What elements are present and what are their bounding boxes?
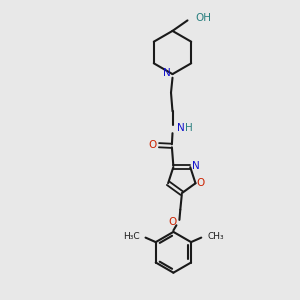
- Text: OH: OH: [196, 13, 211, 23]
- Text: O: O: [168, 217, 177, 227]
- Text: O: O: [148, 140, 156, 150]
- Text: H₃C: H₃C: [123, 232, 140, 241]
- Text: N: N: [163, 68, 171, 78]
- Text: N: N: [177, 123, 185, 134]
- Text: CH₃: CH₃: [207, 232, 224, 241]
- Text: H: H: [185, 123, 193, 134]
- Text: N: N: [192, 161, 200, 171]
- Text: O: O: [197, 178, 205, 188]
